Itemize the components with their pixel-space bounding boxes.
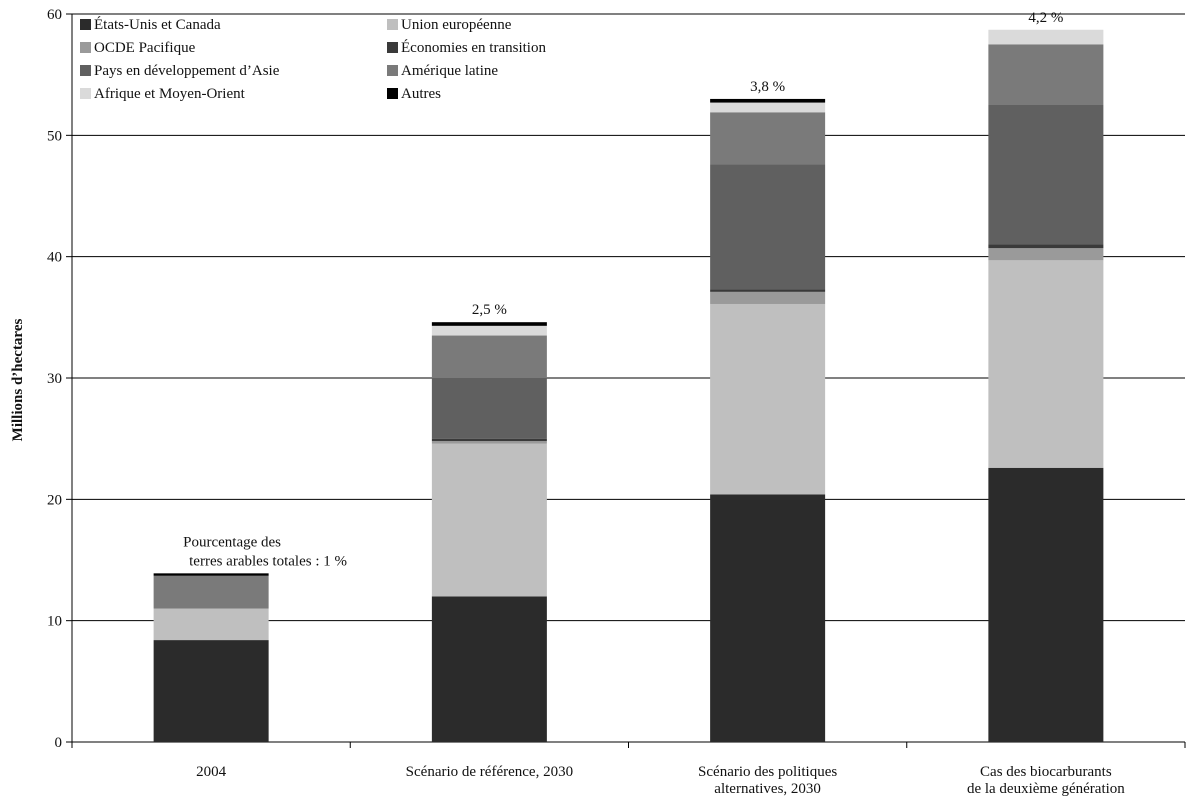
bar-segment xyxy=(988,244,1104,249)
bar-segment xyxy=(431,322,547,326)
legend-swatch xyxy=(80,42,91,53)
legend-label: OCDE Pacifique xyxy=(94,40,196,56)
legend-label: Afrique et Moyen-Orient xyxy=(94,86,246,102)
bar-segment xyxy=(710,289,826,292)
bar-segment xyxy=(988,44,1104,105)
bar-segment xyxy=(431,438,547,442)
bar-segment xyxy=(153,573,269,576)
bar-segment xyxy=(988,248,1104,261)
x-category-label: Cas des biocarburants xyxy=(980,764,1112,780)
y-tick-label: 30 xyxy=(47,371,62,387)
legend-swatch xyxy=(80,65,91,76)
bars xyxy=(153,29,1104,742)
bar-segment xyxy=(431,441,547,444)
bar-segment xyxy=(710,102,826,113)
legend-label: Pays en développement d’Asie xyxy=(94,63,280,79)
y-tick-label: 60 xyxy=(47,7,62,23)
bar-segment xyxy=(988,467,1104,742)
bar-segment xyxy=(431,325,547,336)
legend-swatch xyxy=(80,88,91,99)
y-tick-label: 20 xyxy=(47,492,62,508)
bar-segment xyxy=(710,98,826,103)
legend-swatch xyxy=(387,42,398,53)
bar-annotation: Pourcentage des xyxy=(183,534,281,550)
bar-segment xyxy=(431,335,547,378)
legend-swatch xyxy=(387,19,398,30)
y-axis-label: Millions d’hectares xyxy=(10,319,26,442)
bar-segment xyxy=(710,291,826,304)
bar-annotation: terres arables totales : 1 % xyxy=(189,553,347,569)
legend-label: États-Unis et Canada xyxy=(94,16,221,33)
bar-segment xyxy=(153,575,269,609)
bar-segment xyxy=(431,443,547,597)
legend-swatch xyxy=(387,65,398,76)
bar-segment xyxy=(431,378,547,439)
x-category-label: Scénario de référence, 2030 xyxy=(406,764,573,780)
legend-label: Économies en transition xyxy=(401,39,546,56)
x-category-label: alternatives, 2030 xyxy=(714,781,821,797)
annotations: Pourcentage des terres arables totales : … xyxy=(183,10,1063,570)
x-category-label: Scénario des politiques xyxy=(698,764,837,780)
legend-swatch xyxy=(387,88,398,99)
bar-annotation: 3,8 % xyxy=(750,79,785,95)
bar-segment xyxy=(431,596,547,742)
y-axis-label-group: Millions d’hectares xyxy=(10,319,26,442)
legend: États-Unis et Canada Union européenne OCDE… xyxy=(80,16,546,102)
legend-label: Union européenne xyxy=(401,17,512,33)
x-category-label: 2004 xyxy=(196,764,227,780)
y-tick-label: 0 xyxy=(55,735,63,751)
y-tick-label: 40 xyxy=(47,250,62,266)
x-category-label: de la deuxième génération xyxy=(967,781,1125,797)
bar-segment xyxy=(710,303,826,495)
legend-label: Autres xyxy=(401,86,441,102)
bar-segment xyxy=(153,608,269,641)
y-tick-label: 10 xyxy=(47,614,62,630)
legend-label: Amérique latine xyxy=(401,63,498,79)
bar-segment xyxy=(153,640,269,742)
y-tick-label: 50 xyxy=(47,128,62,144)
bar-segment xyxy=(710,112,826,165)
legend-swatch xyxy=(80,19,91,30)
bar-annotation: 2,5 % xyxy=(472,302,507,318)
bar-segment xyxy=(988,260,1104,468)
bar-annotation: 4,2 % xyxy=(1028,10,1063,26)
bar-segment xyxy=(710,164,826,290)
bar-segment xyxy=(988,29,1104,45)
bar-segment xyxy=(710,494,826,742)
bar-segment xyxy=(988,105,1104,245)
